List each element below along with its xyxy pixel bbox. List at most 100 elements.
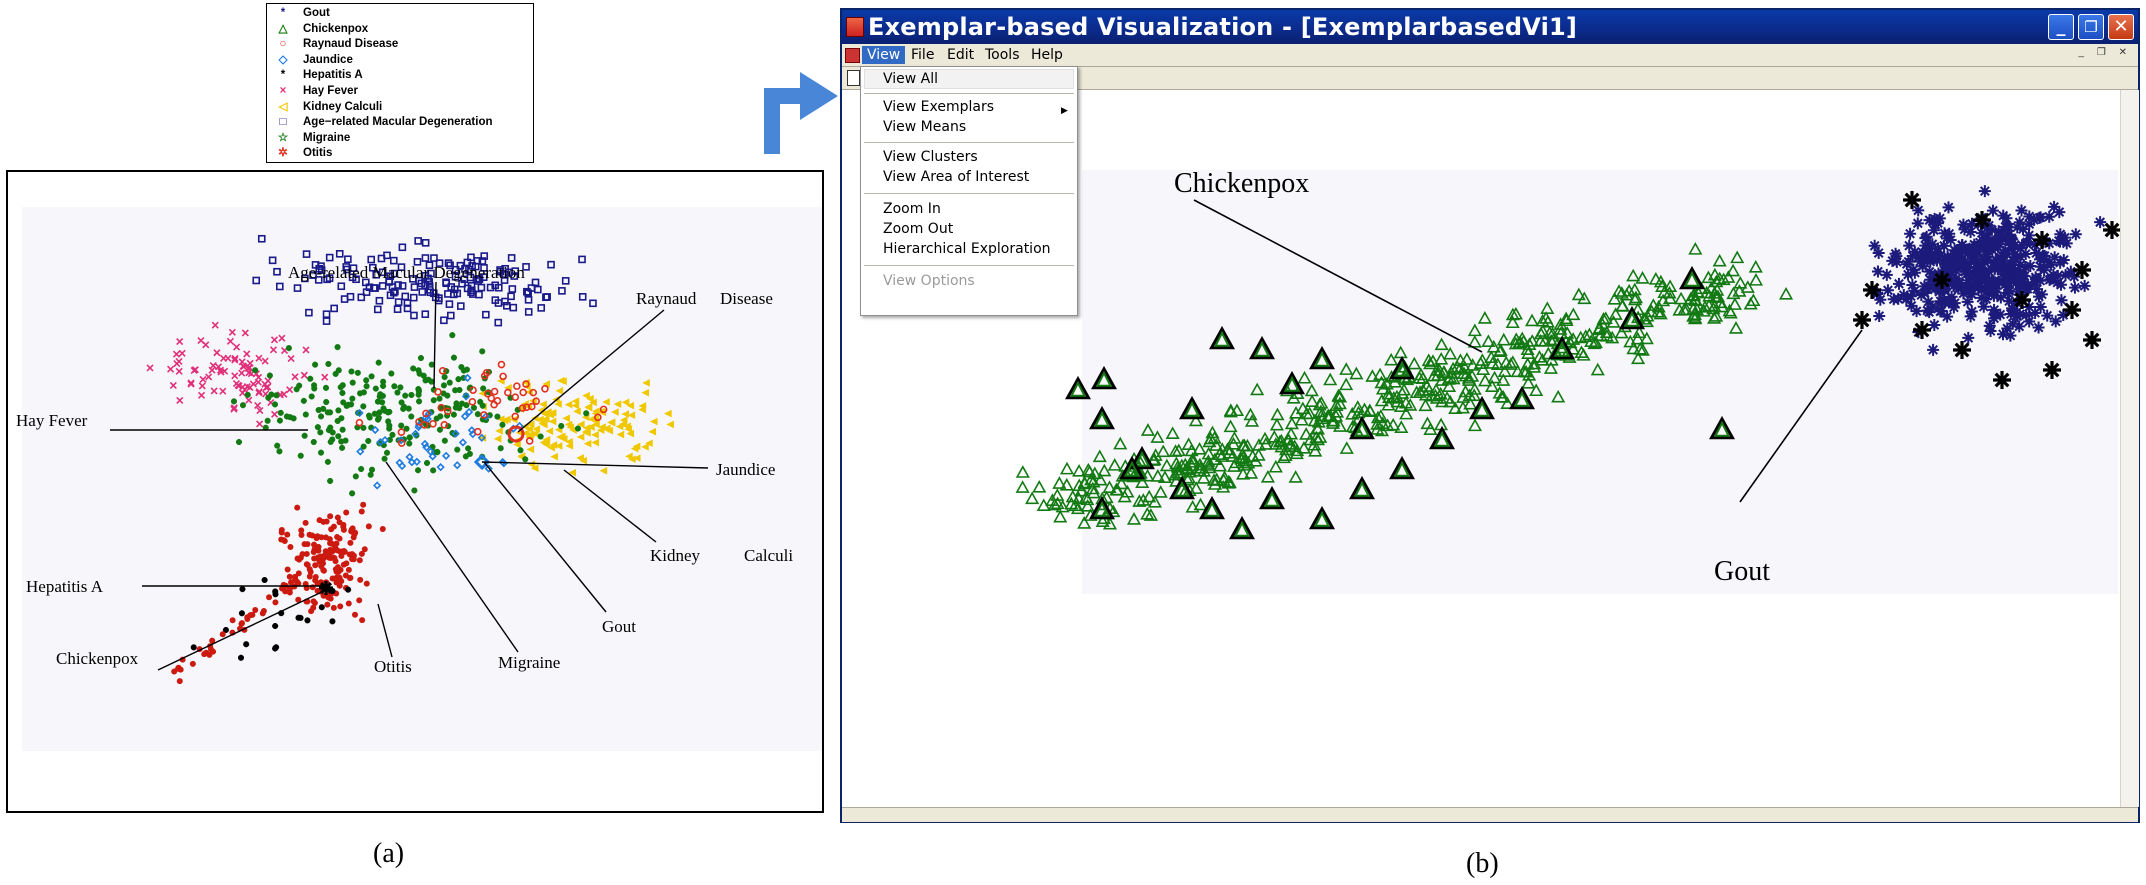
- asterisk-marker: [514, 406, 521, 413]
- square-marker: [386, 291, 395, 300]
- legend-label: Kidney Calculi: [303, 100, 383, 113]
- menu-help[interactable]: Help: [1031, 47, 1063, 63]
- menu-item-view-all[interactable]: View All: [883, 71, 939, 87]
- square-marker: [440, 316, 448, 325]
- triangle-marker: [1522, 367, 1537, 381]
- menu-item-view-area-of-interest[interactable]: View Area of Interest: [883, 169, 1030, 185]
- menu-item-view-means[interactable]: View Means: [883, 119, 967, 135]
- asterisk-marker: [2024, 260, 2037, 273]
- menu-item-view-clusters[interactable]: View Clusters: [883, 149, 978, 165]
- triangle-marker: [1240, 438, 1255, 452]
- menu-item-zoom-out[interactable]: Zoom Out: [883, 221, 954, 237]
- asterisk-marker: [397, 384, 404, 391]
- menu-item-hierarchical-exploration[interactable]: Hierarchical Exploration: [883, 241, 1051, 257]
- new-document-icon[interactable]: [847, 70, 860, 86]
- triangle-marker: [1631, 351, 1646, 365]
- square-marker: [394, 298, 403, 306]
- triangle-marker: [1566, 307, 1581, 321]
- legend-marker-icon: *: [280, 69, 286, 82]
- minimize-button[interactable]: _: [2048, 14, 2074, 40]
- asterisk-marker: [335, 367, 342, 374]
- left-triangle-marker: [562, 414, 570, 423]
- asterisk-marker: [375, 414, 382, 421]
- square-marker: [373, 305, 382, 314]
- asterisk-marker: [2001, 277, 2014, 290]
- asterisk-marker: [453, 400, 460, 407]
- asterisk-marker: [1938, 282, 1951, 295]
- menu-file[interactable]: File: [911, 47, 935, 63]
- triangle-marker: [1268, 437, 1283, 450]
- asterisk-marker: [239, 586, 246, 593]
- triangle-marker: [1140, 507, 1155, 520]
- triangle-marker: [1308, 443, 1323, 457]
- mdi-window-controls[interactable]: _ ❐ ✕: [2078, 47, 2132, 58]
- triangle-marker: [1577, 291, 1592, 305]
- menu-item-view-exemplars[interactable]: View Exemplars: [883, 99, 995, 115]
- triangle-marker: [1384, 352, 1399, 366]
- menu-view[interactable]: View: [862, 46, 906, 64]
- circle-marker: [522, 403, 531, 412]
- triangle-marker: [1169, 474, 1184, 487]
- cross-marker: [271, 410, 279, 418]
- asterisk-marker: [1977, 243, 1990, 256]
- circle-marker: [507, 425, 525, 443]
- maximize-button[interactable]: ❐: [2078, 14, 2104, 40]
- menu-item-zoom-in[interactable]: Zoom In: [883, 201, 941, 217]
- cross-marker: [245, 396, 253, 404]
- dot-marker: [363, 580, 370, 587]
- asterisk-marker: [266, 372, 273, 379]
- diamond-marker: [464, 407, 474, 417]
- menu-edit[interactable]: Edit: [947, 47, 975, 63]
- document-icon[interactable]: [845, 48, 860, 63]
- triangle-marker: [1339, 362, 1354, 375]
- asterisk-marker: [2069, 228, 2082, 241]
- square-marker: [273, 267, 281, 276]
- triangle-marker: [1607, 291, 1622, 305]
- asterisk-marker: [367, 471, 374, 478]
- triangle-marker: [1178, 395, 1206, 420]
- asterisk-marker: [252, 367, 259, 374]
- asterisk-marker: [2083, 331, 2101, 349]
- title-bar[interactable]: Exemplar-based Visualization - [Exemplar…: [842, 10, 2138, 44]
- menu-tools[interactable]: Tools: [985, 47, 1020, 63]
- triangle-marker: [1522, 337, 1537, 350]
- triangle-marker: [1393, 345, 1408, 359]
- asterisk-marker: [354, 424, 361, 431]
- square-marker: [558, 287, 566, 295]
- asterisk-marker: [474, 411, 481, 418]
- close-button[interactable]: ✕: [2108, 14, 2134, 40]
- cross-marker: [228, 328, 236, 336]
- legend: * Gout △ Chickenpox ○ Raynaud Disease ◇ Jaundic…: [266, 3, 534, 163]
- square-marker: [578, 255, 586, 264]
- asterisk-marker: [327, 438, 334, 445]
- triangle-marker: [1297, 370, 1312, 384]
- triangle-marker: [1393, 360, 1411, 377]
- visualization-area[interactable]: Chickenpox Gout: [842, 90, 2138, 807]
- triangle-marker: [1412, 385, 1428, 398]
- triangle-marker: [1080, 498, 1095, 512]
- square-marker: [418, 288, 427, 296]
- asterisk-marker: [355, 409, 362, 416]
- asterisk-marker: [1958, 223, 1971, 236]
- asterisk-marker: [317, 429, 324, 436]
- triangle-marker: [1493, 343, 1508, 356]
- asterisk-marker: [2094, 216, 2107, 229]
- cross-marker: [262, 383, 270, 392]
- triangle-marker: [1295, 401, 1310, 415]
- asterisk-marker: [1988, 308, 2001, 321]
- asterisk-marker: [1925, 302, 1938, 315]
- square-marker: [478, 257, 487, 265]
- asterisk-marker: [325, 360, 332, 367]
- left-triangle-marker: [500, 416, 509, 425]
- asterisk-marker: [374, 398, 381, 405]
- left-triangle-marker: [648, 427, 657, 436]
- asterisk-marker: [375, 359, 382, 366]
- triangle-marker: [1250, 382, 1265, 396]
- triangle-marker: [1571, 287, 1586, 301]
- left-triangle-marker: [531, 429, 539, 438]
- vertical-scrollbar[interactable]: [2120, 90, 2139, 807]
- square-marker: [344, 255, 352, 264]
- triangle-marker: [1304, 383, 1319, 397]
- triangle-marker: [1165, 426, 1180, 440]
- asterisk-marker: [343, 402, 350, 409]
